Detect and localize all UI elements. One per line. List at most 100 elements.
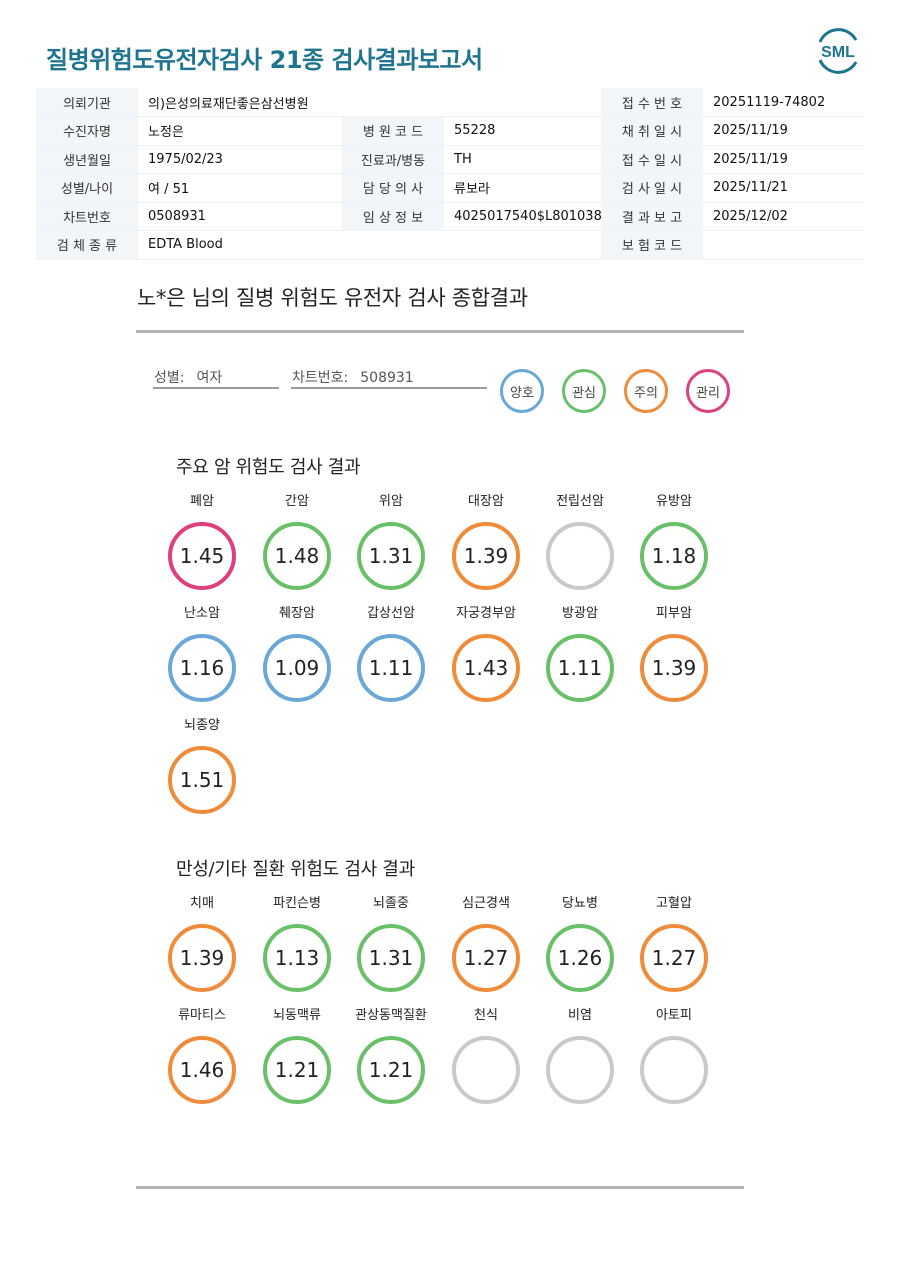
info-value: 여 / 51 xyxy=(138,173,342,203)
risk-item-name: 당뇨병 xyxy=(562,896,598,911)
risk-item-name: 대장암 xyxy=(468,494,504,509)
risk-item: 관상동맥질환 1.21 xyxy=(346,1007,436,1104)
risk-score-value: 1.51 xyxy=(179,768,225,792)
info-value: 2025/11/21 xyxy=(703,173,864,203)
legend-good-label: 양호 xyxy=(510,385,534,401)
risk-score-value: 1.46 xyxy=(179,1058,225,1082)
info-label: 채 취 일 시 xyxy=(601,116,703,146)
risk-item-name: 전립선암 xyxy=(556,494,604,509)
gender-field: 성별: 여자 xyxy=(154,367,222,387)
info-value: 노정은 xyxy=(138,116,342,146)
risk-item-name: 난소암 xyxy=(184,606,220,621)
risk-item: 아토피 xyxy=(629,1007,719,1104)
risk-score-value: 1.18 xyxy=(651,544,697,568)
risk-item: 뇌졸중 1.31 xyxy=(346,895,436,992)
risk-item: 대장암 1.39 xyxy=(441,493,531,590)
legend-caution-label: 주의 xyxy=(634,385,658,401)
info-value: 55228 xyxy=(444,116,601,146)
risk-score-ring: 1.43 xyxy=(452,634,520,702)
risk-item-name: 비염 xyxy=(568,1008,592,1023)
info-value: 4025017540$L801038 xyxy=(444,202,601,231)
info-label: 차트번호 xyxy=(36,202,138,231)
legend-good: 양호 xyxy=(500,369,544,413)
risk-score-ring xyxy=(452,1036,520,1104)
patient-info-table: 의뢰기관 의)은성의료재단좋은삼선병원 접 수 번 호 20251119-74802 수… xyxy=(36,88,864,260)
gender-label: 성별: xyxy=(154,370,185,386)
risk-score-ring: 1.39 xyxy=(168,924,236,992)
risk-item: 고혈압 1.27 xyxy=(629,895,719,992)
chart-number-underline xyxy=(291,387,487,389)
chart-number-label: 차트번호: xyxy=(292,370,349,386)
risk-score-ring: 1.21 xyxy=(357,1036,425,1104)
risk-score-value: 1.45 xyxy=(179,544,225,568)
risk-item: 피부암 1.39 xyxy=(629,605,719,702)
info-label: 병 원 코 드 xyxy=(342,116,444,146)
info-value: 2025/12/02 xyxy=(703,202,864,231)
chart-number-value: 508931 xyxy=(360,370,414,386)
risk-score-value: 1.39 xyxy=(463,544,509,568)
info-value: 20251119-74802 xyxy=(703,88,864,117)
risk-score-value: 1.21 xyxy=(368,1058,414,1082)
risk-score-ring: 1.31 xyxy=(357,924,425,992)
risk-item-name: 뇌동맥류 xyxy=(273,1008,321,1023)
info-row: 차트번호 0508931 임 상 정 보 4025017540$L801038 결 과 … xyxy=(36,202,864,231)
risk-item: 비염 xyxy=(535,1007,625,1104)
risk-item-name: 아토피 xyxy=(656,1008,692,1023)
bottom-divider xyxy=(136,1186,744,1189)
risk-item: 당뇨병 1.26 xyxy=(535,895,625,992)
risk-item: 전립선암 xyxy=(535,493,625,590)
risk-item: 치매 1.39 xyxy=(157,895,247,992)
risk-score-value: 1.43 xyxy=(463,656,509,680)
risk-score-value: 1.39 xyxy=(651,656,697,680)
risk-item-name: 류마티스 xyxy=(178,1008,226,1023)
info-label: 수진자명 xyxy=(36,116,138,146)
risk-item: 간암 1.48 xyxy=(252,493,342,590)
risk-item-name: 방광암 xyxy=(562,606,598,621)
risk-score-value: 1.27 xyxy=(651,946,697,970)
top-divider xyxy=(136,330,744,333)
info-value xyxy=(703,230,864,260)
risk-score-ring: 1.11 xyxy=(546,634,614,702)
risk-item: 위암 1.31 xyxy=(346,493,436,590)
info-value: 2025/11/19 xyxy=(703,145,864,174)
sml-logo: SML xyxy=(818,28,858,74)
info-value: EDTA Blood xyxy=(138,230,601,260)
risk-item-name: 피부암 xyxy=(656,606,692,621)
risk-item: 자궁경부암 1.43 xyxy=(441,605,531,702)
info-label: 보 험 코 드 xyxy=(601,230,703,260)
risk-item: 난소암 1.16 xyxy=(157,605,247,702)
info-row: 생년월일 1975/02/23 진료과/병동 TH 접 수 일 시 2025/11/19 xyxy=(36,145,864,174)
risk-score-ring: 1.18 xyxy=(640,522,708,590)
risk-score-ring: 1.27 xyxy=(640,924,708,992)
risk-score-ring xyxy=(546,522,614,590)
info-label: 담 당 의 사 xyxy=(342,173,444,203)
info-value: 류보라 xyxy=(444,173,601,203)
risk-score-value: 1.27 xyxy=(463,946,509,970)
risk-score-ring: 1.27 xyxy=(452,924,520,992)
risk-score-value: 1.31 xyxy=(368,544,414,568)
risk-score-value: 1.11 xyxy=(557,656,603,680)
risk-item-name: 간암 xyxy=(285,494,309,509)
info-row: 검 체 종 류 EDTA Blood 보 험 코 드 xyxy=(36,230,864,260)
risk-score-ring: 1.46 xyxy=(168,1036,236,1104)
risk-score-ring: 1.31 xyxy=(357,522,425,590)
legend-manage-label: 관리 xyxy=(696,385,720,401)
report-title: 질병위험도유전자검사 21종 검사결과보고서 xyxy=(46,46,483,74)
risk-item-name: 심근경색 xyxy=(462,896,510,911)
risk-item: 심근경색 1.27 xyxy=(441,895,531,992)
risk-score-value: 1.09 xyxy=(274,656,320,680)
risk-score-ring: 1.48 xyxy=(263,522,331,590)
info-row: 의뢰기관 의)은성의료재단좋은삼선병원 접 수 번 호 20251119-74802 xyxy=(36,88,864,117)
info-label: 생년월일 xyxy=(36,145,138,174)
risk-item: 천식 xyxy=(441,1007,531,1104)
risk-item-name: 갑상선암 xyxy=(367,606,415,621)
risk-score-ring: 1.13 xyxy=(263,924,331,992)
info-value: 1975/02/23 xyxy=(138,145,342,174)
risk-score-ring: 1.21 xyxy=(263,1036,331,1104)
logo-text: SML xyxy=(821,44,855,61)
info-label: 접 수 일 시 xyxy=(601,145,703,174)
risk-score-ring: 1.11 xyxy=(357,634,425,702)
risk-score-ring: 1.26 xyxy=(546,924,614,992)
cancer-section-title: 주요 암 위험도 검사 결과 xyxy=(176,457,361,478)
risk-item-name: 자궁경부암 xyxy=(456,606,516,621)
